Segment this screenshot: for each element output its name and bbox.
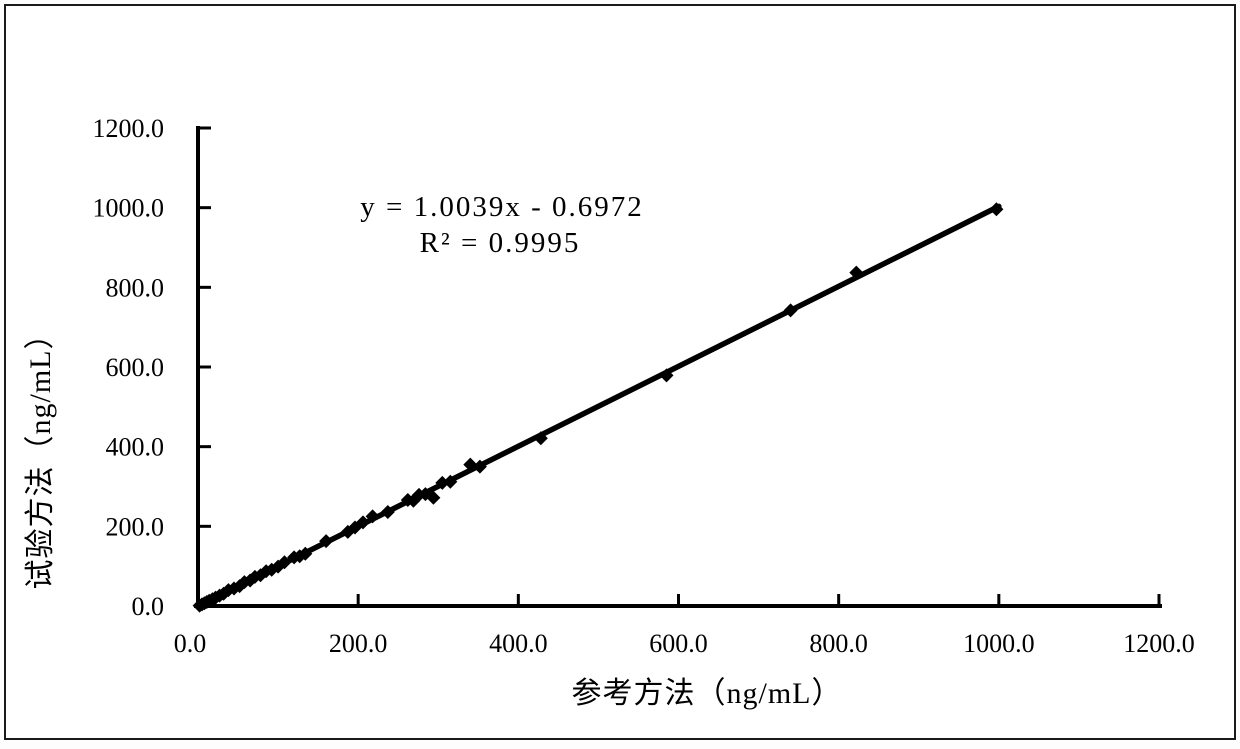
- data-point: [472, 459, 487, 474]
- x-axis-ticks: 0.0 200.0 400.0 600.0 800.0 1000.0 1200.0: [174, 594, 1195, 658]
- data-point: [533, 431, 548, 446]
- data-point: [380, 505, 395, 519]
- trend-line: [196, 203, 1002, 609]
- y-axis-title: 试验方法（ng/mL）: [24, 319, 57, 590]
- data-point: [365, 509, 380, 524]
- data-point: [659, 368, 674, 383]
- data-point: [443, 474, 458, 489]
- y-tick-label: 200.0: [106, 512, 165, 541]
- data-point: [298, 546, 313, 561]
- data-series: [192, 202, 1004, 613]
- data-point: [463, 457, 478, 472]
- y-tick-label: 1200.0: [93, 114, 165, 143]
- x-tick-label: 1200.0: [1123, 629, 1195, 658]
- figure-border: 0.0 200.0 400.0 600.0 800.0 1000.0 1200.0 0.0 2…: [4, 4, 1236, 740]
- scatter-chart: 0.0 200.0 400.0 600.0 800.0 1000.0 1200.0 0.0 2…: [24, 114, 1195, 710]
- data-point: [277, 555, 292, 570]
- x-tick-label: 200.0: [329, 629, 388, 658]
- data-point: [783, 303, 798, 318]
- data-point: [849, 265, 864, 280]
- r-squared-label: R² = 0.9995: [420, 227, 581, 259]
- y-tick-label: 0.0: [132, 592, 165, 621]
- y-tick-label: 400.0: [106, 433, 165, 462]
- y-tick-label: 800.0: [106, 273, 165, 302]
- x-tick-label: 400.0: [489, 629, 548, 658]
- y-tick-label: 1000.0: [93, 194, 165, 223]
- x-tick-label: 600.0: [649, 629, 708, 658]
- y-tick-label: 600.0: [106, 353, 165, 382]
- data-point: [319, 534, 334, 549]
- data-point: [426, 490, 441, 505]
- y-axis-ticks: 0.0 200.0 400.0 600.0 800.0 1000.0 1200.0: [93, 114, 211, 621]
- x-axis-title: 参考方法（ng/mL）: [572, 677, 843, 710]
- x-tick-label: 800.0: [809, 629, 868, 658]
- x-tick-label: 1000.0: [963, 629, 1035, 658]
- data-point: [356, 515, 370, 530]
- x-tick-label: 0.0: [174, 629, 207, 658]
- data-point: [989, 202, 1004, 217]
- regression-equation-label: y = 1.0039x - 0.6972: [360, 191, 644, 223]
